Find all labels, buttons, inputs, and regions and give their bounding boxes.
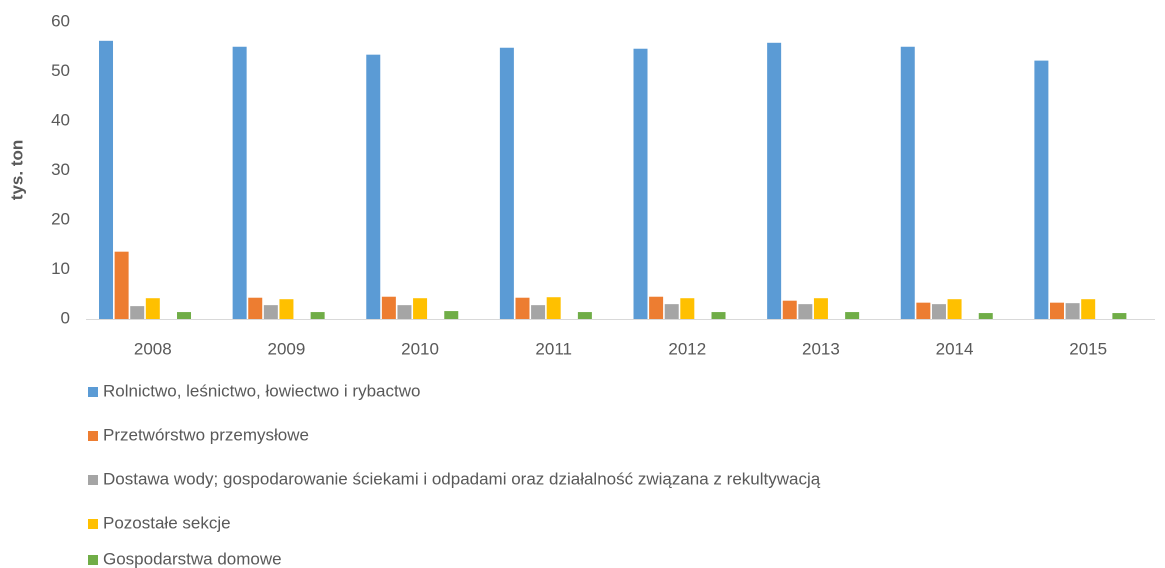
bar [947, 299, 962, 319]
x-tick-label: 2009 [268, 339, 306, 358]
bar [782, 300, 797, 319]
legend-swatch [88, 475, 98, 485]
bar [381, 296, 396, 319]
legend-swatch [88, 519, 98, 529]
bar [767, 42, 782, 319]
bar [114, 251, 129, 319]
bar [444, 311, 459, 319]
bar [366, 54, 381, 320]
bar [916, 302, 931, 319]
bar [711, 312, 726, 319]
y-tick-label: 30 [51, 160, 70, 179]
x-tick-label: 2008 [134, 339, 172, 358]
bar [99, 40, 114, 320]
bar [1034, 60, 1049, 320]
legend-label: Gospodarstwa domowe [103, 549, 282, 568]
bar [1112, 313, 1127, 319]
y-tick-label: 60 [51, 11, 70, 30]
bar [397, 305, 412, 319]
legend-swatch [88, 431, 98, 441]
x-tick-label: 2012 [668, 339, 706, 358]
bar [633, 48, 648, 319]
bar [1081, 299, 1096, 319]
legend-label: Pozostałe sekcje [103, 513, 231, 532]
bar [248, 297, 263, 319]
bar [177, 312, 192, 319]
legend-label: Przetwórstwo przemysłowe [103, 425, 309, 444]
y-tick-label: 50 [51, 61, 70, 80]
legend-label: Rolnictwo, leśnictwo, łowiectwo i rybact… [103, 381, 420, 400]
bar [680, 298, 695, 319]
x-tick-label: 2014 [936, 339, 974, 358]
bar [531, 305, 546, 319]
bar [515, 297, 530, 319]
y-tick-label: 40 [51, 110, 70, 129]
bar [413, 298, 428, 319]
bar [279, 299, 294, 319]
bar [1049, 302, 1064, 319]
bar [649, 296, 664, 319]
x-tick-label: 2010 [401, 339, 439, 358]
y-tick-label: 0 [61, 308, 70, 327]
bar [577, 312, 592, 319]
bar [931, 304, 946, 319]
x-tick-label: 2013 [802, 339, 840, 358]
legend-swatch [88, 387, 98, 397]
bar [546, 297, 561, 319]
bar [900, 46, 915, 319]
y-tick-label: 10 [51, 259, 70, 278]
x-tick-label: 2015 [1069, 339, 1107, 358]
bar [310, 312, 325, 319]
bar [664, 304, 679, 319]
bar [145, 298, 160, 319]
y-tick-label: 20 [51, 209, 70, 228]
bar [499, 47, 514, 320]
bar [978, 313, 993, 319]
bar [232, 46, 247, 319]
legend-label: Dostawa wody; gospodarowanie ściekami i … [103, 469, 821, 488]
bar [798, 304, 813, 319]
y-axis-label: tys. ton [7, 140, 26, 200]
bar [1065, 303, 1080, 319]
bar [845, 312, 860, 319]
legend-swatch [88, 555, 98, 565]
bar [130, 306, 145, 319]
bar [263, 305, 278, 319]
x-tick-label: 2011 [535, 339, 572, 358]
bar [813, 298, 828, 319]
